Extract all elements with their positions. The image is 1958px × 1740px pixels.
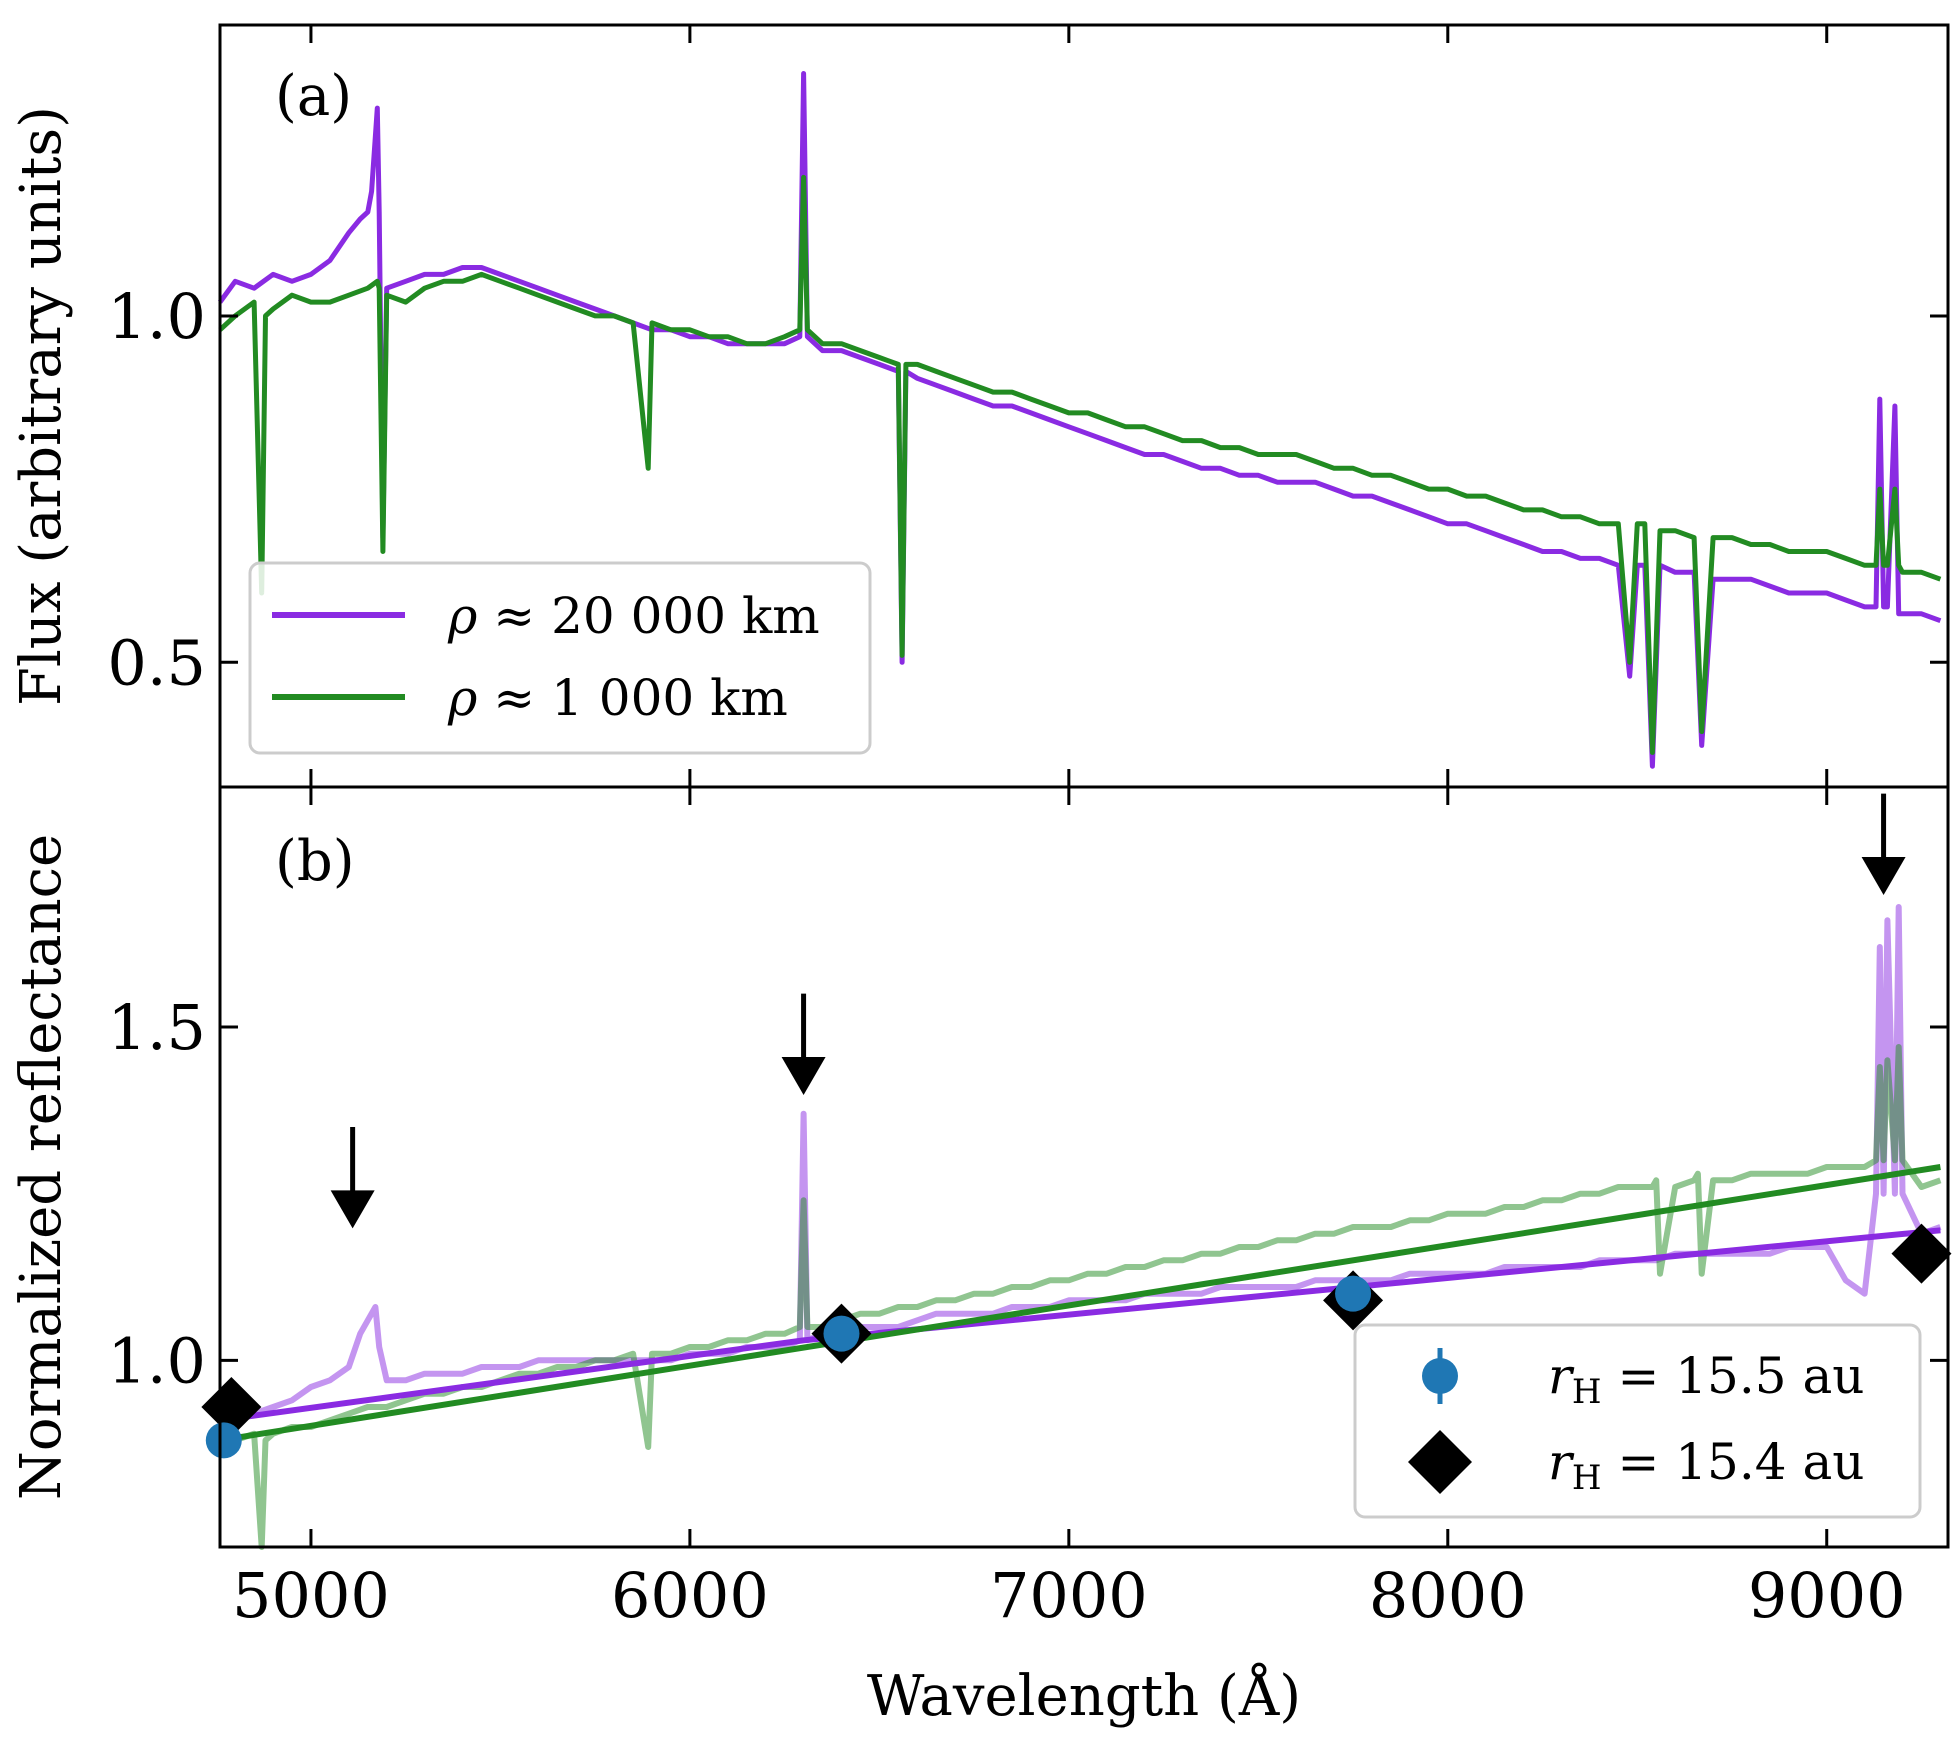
panel-a-series-group [217, 71, 1942, 769]
down-arrow-icon-2 [1861, 857, 1906, 895]
panel-b-points [201, 1223, 1952, 1459]
panel-a-label: (a) [275, 64, 352, 129]
legend-rho: ρ [447, 669, 478, 727]
legend-rho: ρ [447, 587, 478, 645]
panel-b-frame [218, 785, 1950, 1549]
panel-b-series-2-line [219, 1227, 1941, 1424]
diamond-point [201, 1377, 262, 1437]
legend-rest: = 15.5 au [1602, 1347, 1865, 1405]
panel-a: 0.51.0 ρ ≈ 20 000 kmρ ≈ 1 000 km (a) [107, 25, 1948, 787]
legend-diamond-marker [1408, 1430, 1472, 1494]
circle-point [1335, 1275, 1372, 1312]
x-axis-title: Wavelength (Å) [867, 1662, 1301, 1729]
panel-b-ytick-label: 1.0 [107, 1324, 206, 1397]
panel-b-series-1-line [218, 1044, 1942, 1550]
legend-approx: ≈ [477, 669, 551, 727]
panel-a-ytick-label: 0.5 [107, 626, 206, 699]
panel-a-ylabel: Flux (arbitrary units) [9, 106, 74, 706]
panel-a-legend-label-0: ρ ≈ 20 000 km [447, 587, 820, 645]
panel-a-legend-box [248, 561, 872, 755]
panel-b-xtick-label: 6000 [611, 1559, 769, 1632]
panel-b-legend-box [1353, 1323, 1922, 1519]
panel-b-xtick-label: 5000 [232, 1559, 390, 1632]
panel-b-legend-label-0: rH = 15.5 au [1548, 1347, 1864, 1412]
panel-a-legend-label-1: ρ ≈ 1 000 km [447, 669, 788, 727]
panel-a-legend: ρ ≈ 20 000 kmρ ≈ 1 000 km [248, 561, 872, 755]
circle-point [205, 1422, 242, 1459]
panel-b-arrows [330, 793, 1906, 1229]
legend-approx: ≈ [477, 587, 551, 645]
panel-a-series-1-line [218, 174, 1942, 755]
panel-b-xtick-label: 7000 [990, 1559, 1148, 1632]
axes-frames [218, 23, 1950, 1549]
diamond-point [1891, 1223, 1952, 1284]
legend-value: 20 000 km [551, 587, 820, 645]
legend-var: r [1548, 1347, 1575, 1405]
legend-circle-marker [1422, 1358, 1458, 1394]
legend-subscript: H [1572, 1372, 1602, 1412]
down-arrow-icon-1 [781, 1057, 826, 1095]
panel-b-series-group [218, 904, 1942, 1550]
panel-b-ticks: 5000 6000 7000 8000 9000 1.0 1.5 [107, 787, 1948, 1632]
circle-point [823, 1315, 860, 1352]
panel-b-ylabel: Normalized reflectance [9, 834, 74, 1500]
panel-b-ytick-label: 1.5 [107, 991, 206, 1064]
panel-a-ticks: 0.5 1.0 [107, 25, 1948, 787]
panel-b-xtick-label: 8000 [1369, 1559, 1527, 1632]
legend-subscript: H [1572, 1458, 1602, 1498]
down-arrow-icon-0 [330, 1190, 375, 1229]
legend-rest: = 15.4 au [1602, 1433, 1865, 1491]
panel-b-legend-label-1: rH = 15.4 au [1548, 1433, 1864, 1498]
legend-var: r [1548, 1433, 1575, 1491]
panel-b-label: (b) [275, 829, 355, 894]
legend-value: 1 000 km [551, 669, 788, 727]
panel-a-ytick-label: 1.0 [107, 280, 206, 353]
panel-b-series-3-line [219, 1164, 1941, 1444]
panel-b-xtick-label: 9000 [1748, 1559, 1906, 1632]
